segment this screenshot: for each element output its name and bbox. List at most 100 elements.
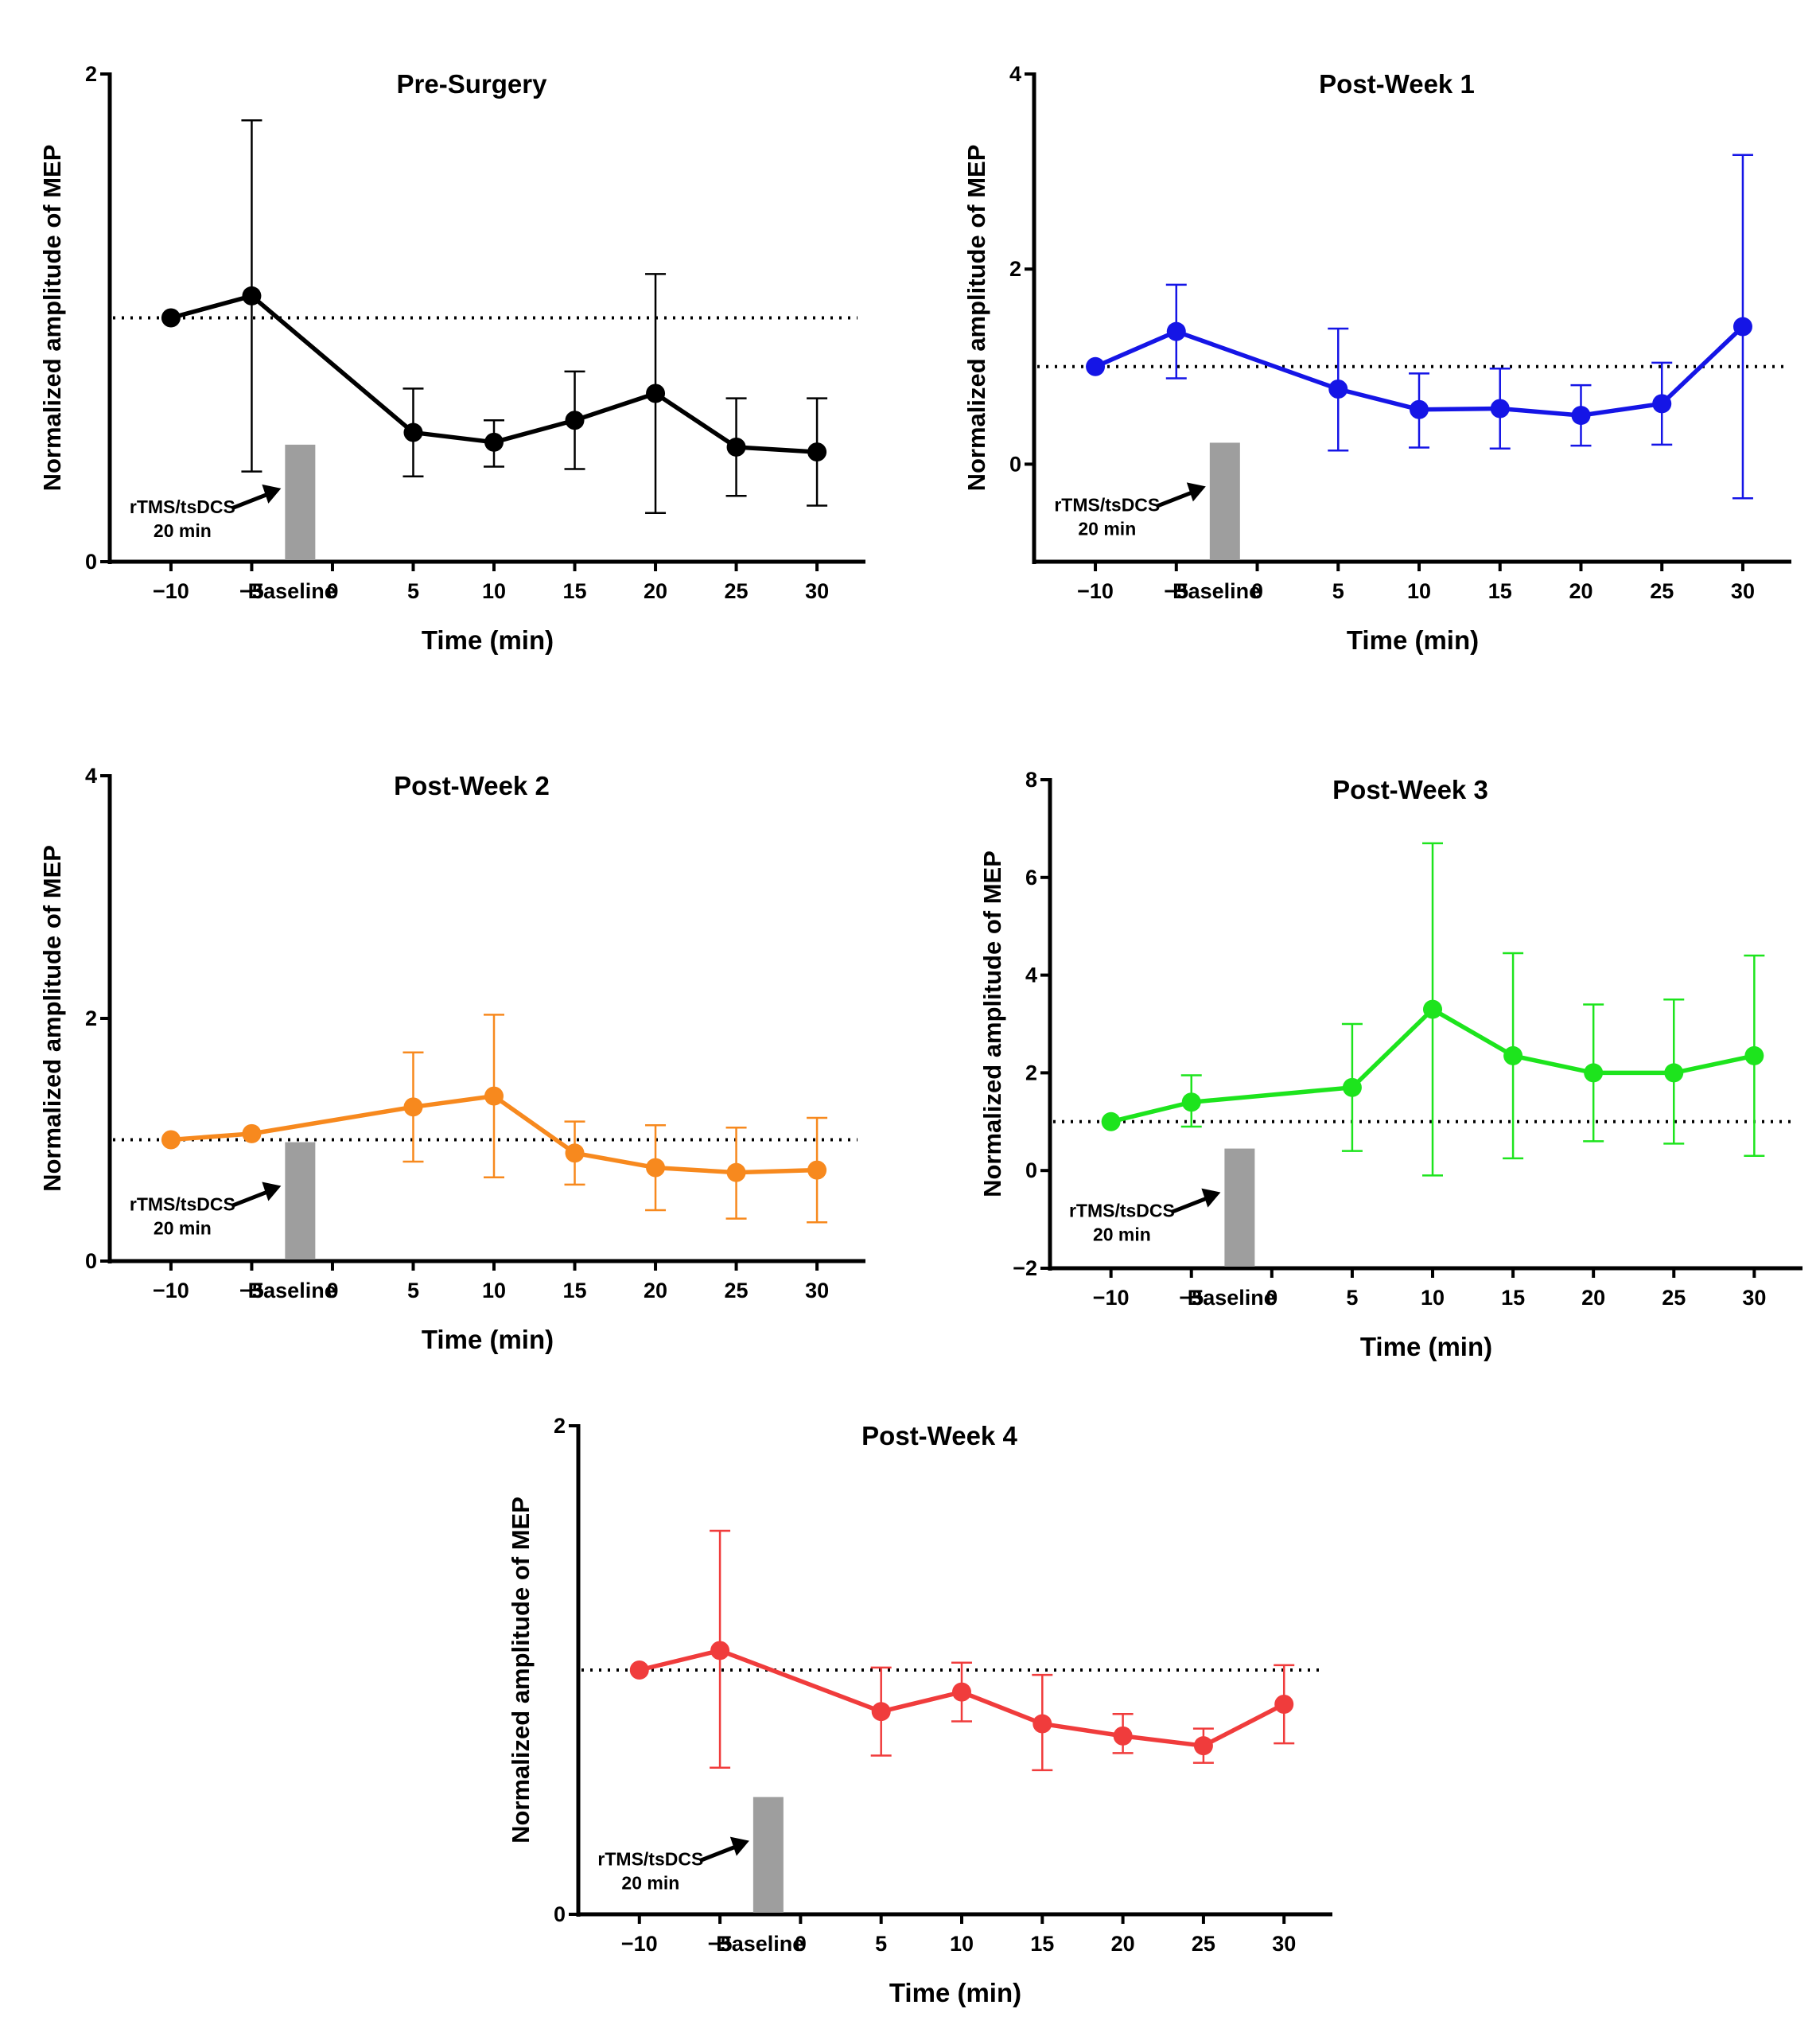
y-tick-label: 4 (1009, 62, 1021, 86)
data-point (1410, 399, 1429, 419)
data-point (952, 1682, 971, 1702)
x-tick-label: 10 (482, 579, 506, 603)
y-tick-label: 8 (1025, 768, 1037, 792)
annotation-duration: 20 min (154, 520, 212, 541)
x-tick-label: 30 (1272, 1932, 1296, 1956)
x-tick-label: 25 (1650, 579, 1674, 603)
stimulation-bar (1224, 1148, 1255, 1267)
series-line (170, 294, 818, 454)
data-point (1113, 1726, 1133, 1746)
baseline-label: Baseline (1188, 1286, 1276, 1310)
x-tick-label: 5 (407, 1279, 419, 1302)
x-axis-title: Time (min) (1347, 625, 1479, 655)
data-point (807, 442, 827, 462)
x-tick-label: 30 (805, 1279, 829, 1302)
chart-title: Post-Week 3 (1332, 775, 1488, 804)
series-line (1094, 325, 1744, 418)
x-tick-label: 0 (1251, 579, 1263, 603)
baseline-label: Baseline (1172, 579, 1261, 603)
stimulation-bar (752, 1797, 784, 1913)
x-tick-label: 10 (1407, 579, 1431, 603)
chart-panel-2: Post-Week 1 0 2 4 −10 −5 0 5 10 15 20 25 30 Baseline T… (962, 62, 1791, 655)
x-tick-label: 10 (1421, 1286, 1445, 1310)
y-tick-label: 2 (85, 1006, 97, 1030)
x-tick-label: 30 (1731, 579, 1755, 603)
data-point (629, 1660, 649, 1680)
y-tick-label: −2 (1013, 1256, 1037, 1280)
data-point (1328, 379, 1348, 399)
x-tick-label: 30 (805, 579, 829, 603)
data-point (484, 1086, 504, 1106)
x-axis-title: Time (min) (1360, 1332, 1492, 1361)
x-tick-label: −10 (1077, 579, 1114, 603)
annotation-arrow-shaft (231, 1189, 270, 1208)
data-point (1181, 1092, 1201, 1112)
x-tick-label: 20 (1569, 579, 1592, 603)
data-point (1584, 1063, 1604, 1083)
annotation-label: rTMS/tsDCS (597, 1849, 703, 1870)
x-tick-label: 5 (407, 579, 419, 603)
y-tick-label: 0 (1009, 452, 1021, 476)
annotation-label: rTMS/tsDCS (1054, 494, 1160, 515)
x-tick-label: 25 (725, 579, 749, 603)
stimulation-bar (285, 1142, 316, 1259)
series-line (170, 1093, 818, 1175)
data-point (403, 422, 423, 442)
data-point (1423, 999, 1442, 1019)
data-point (1101, 1111, 1121, 1131)
series-line (639, 1648, 1285, 1748)
chart-title: Post-Week 4 (861, 1421, 1017, 1450)
chart-title: Post-Week 2 (394, 771, 550, 800)
chart-panel-4: Post-Week 3 −2 0 2 4 6 8 −10 −5 0 5 10 15 20 25 30 Basel… (978, 768, 1802, 1361)
annotation-arrow-head (1201, 1188, 1221, 1208)
data-point (1503, 1045, 1523, 1065)
x-tick-label: 25 (1662, 1286, 1686, 1310)
series-line (1110, 1006, 1755, 1124)
data-point (646, 1158, 666, 1178)
data-point (161, 1130, 181, 1150)
x-tick-label: 5 (1346, 1286, 1358, 1310)
baseline-label: Baseline (716, 1932, 804, 1956)
x-tick-label: 0 (326, 1279, 338, 1302)
data-point (161, 308, 181, 328)
y-tick-label: 0 (1025, 1158, 1037, 1182)
x-tick-label: 0 (1266, 1286, 1278, 1310)
x-tick-label: −10 (621, 1932, 658, 1956)
chart-panel-3: Post-Week 2 0 2 4 −10 −5 0 5 10 15 20 25 30 Baseline T… (38, 764, 865, 1354)
x-tick-label: −10 (153, 579, 189, 603)
annotation-label: rTMS/tsDCS (130, 496, 235, 517)
x-tick-label: 15 (562, 579, 586, 603)
data-point (871, 1702, 891, 1722)
y-tick-label: 2 (1025, 1061, 1037, 1084)
x-tick-label: 10 (482, 1279, 506, 1302)
data-point (726, 437, 746, 457)
data-point (1664, 1063, 1684, 1083)
x-axis-title: Time (min) (889, 1978, 1021, 2007)
chart-title: Pre-Surgery (397, 69, 548, 99)
annotation-arrow-head (262, 1182, 282, 1201)
y-tick-label: 6 (1025, 866, 1037, 890)
y-tick-label: 4 (1025, 964, 1037, 987)
stimulation-bar (285, 444, 316, 560)
data-point (646, 383, 666, 403)
x-tick-label: 15 (1501, 1286, 1525, 1310)
data-point (1166, 321, 1186, 341)
x-tick-label: 30 (1742, 1286, 1766, 1310)
y-tick-label: 0 (85, 550, 97, 574)
chart-panel-1: Pre-Surgery 0 2 −10 −5 0 5 10 15 20 25 30 Baseline Ti… (38, 62, 865, 655)
y-tick-label: 0 (85, 1249, 97, 1273)
data-point (565, 1143, 585, 1163)
x-tick-label: −5 (1164, 579, 1188, 603)
x-tick-label: −5 (1179, 1286, 1204, 1310)
baseline-label: Baseline (248, 579, 336, 603)
data-point (403, 1097, 423, 1117)
x-tick-label: 20 (644, 579, 667, 603)
x-tick-label: 20 (1581, 1286, 1605, 1310)
x-tick-label: 25 (725, 1279, 749, 1302)
x-tick-label: 0 (795, 1932, 807, 1956)
x-tick-label: −5 (239, 1279, 264, 1302)
y-tick-label: 2 (1009, 257, 1021, 281)
data-point (710, 1641, 730, 1660)
x-axis-title: Time (min) (422, 1325, 554, 1354)
